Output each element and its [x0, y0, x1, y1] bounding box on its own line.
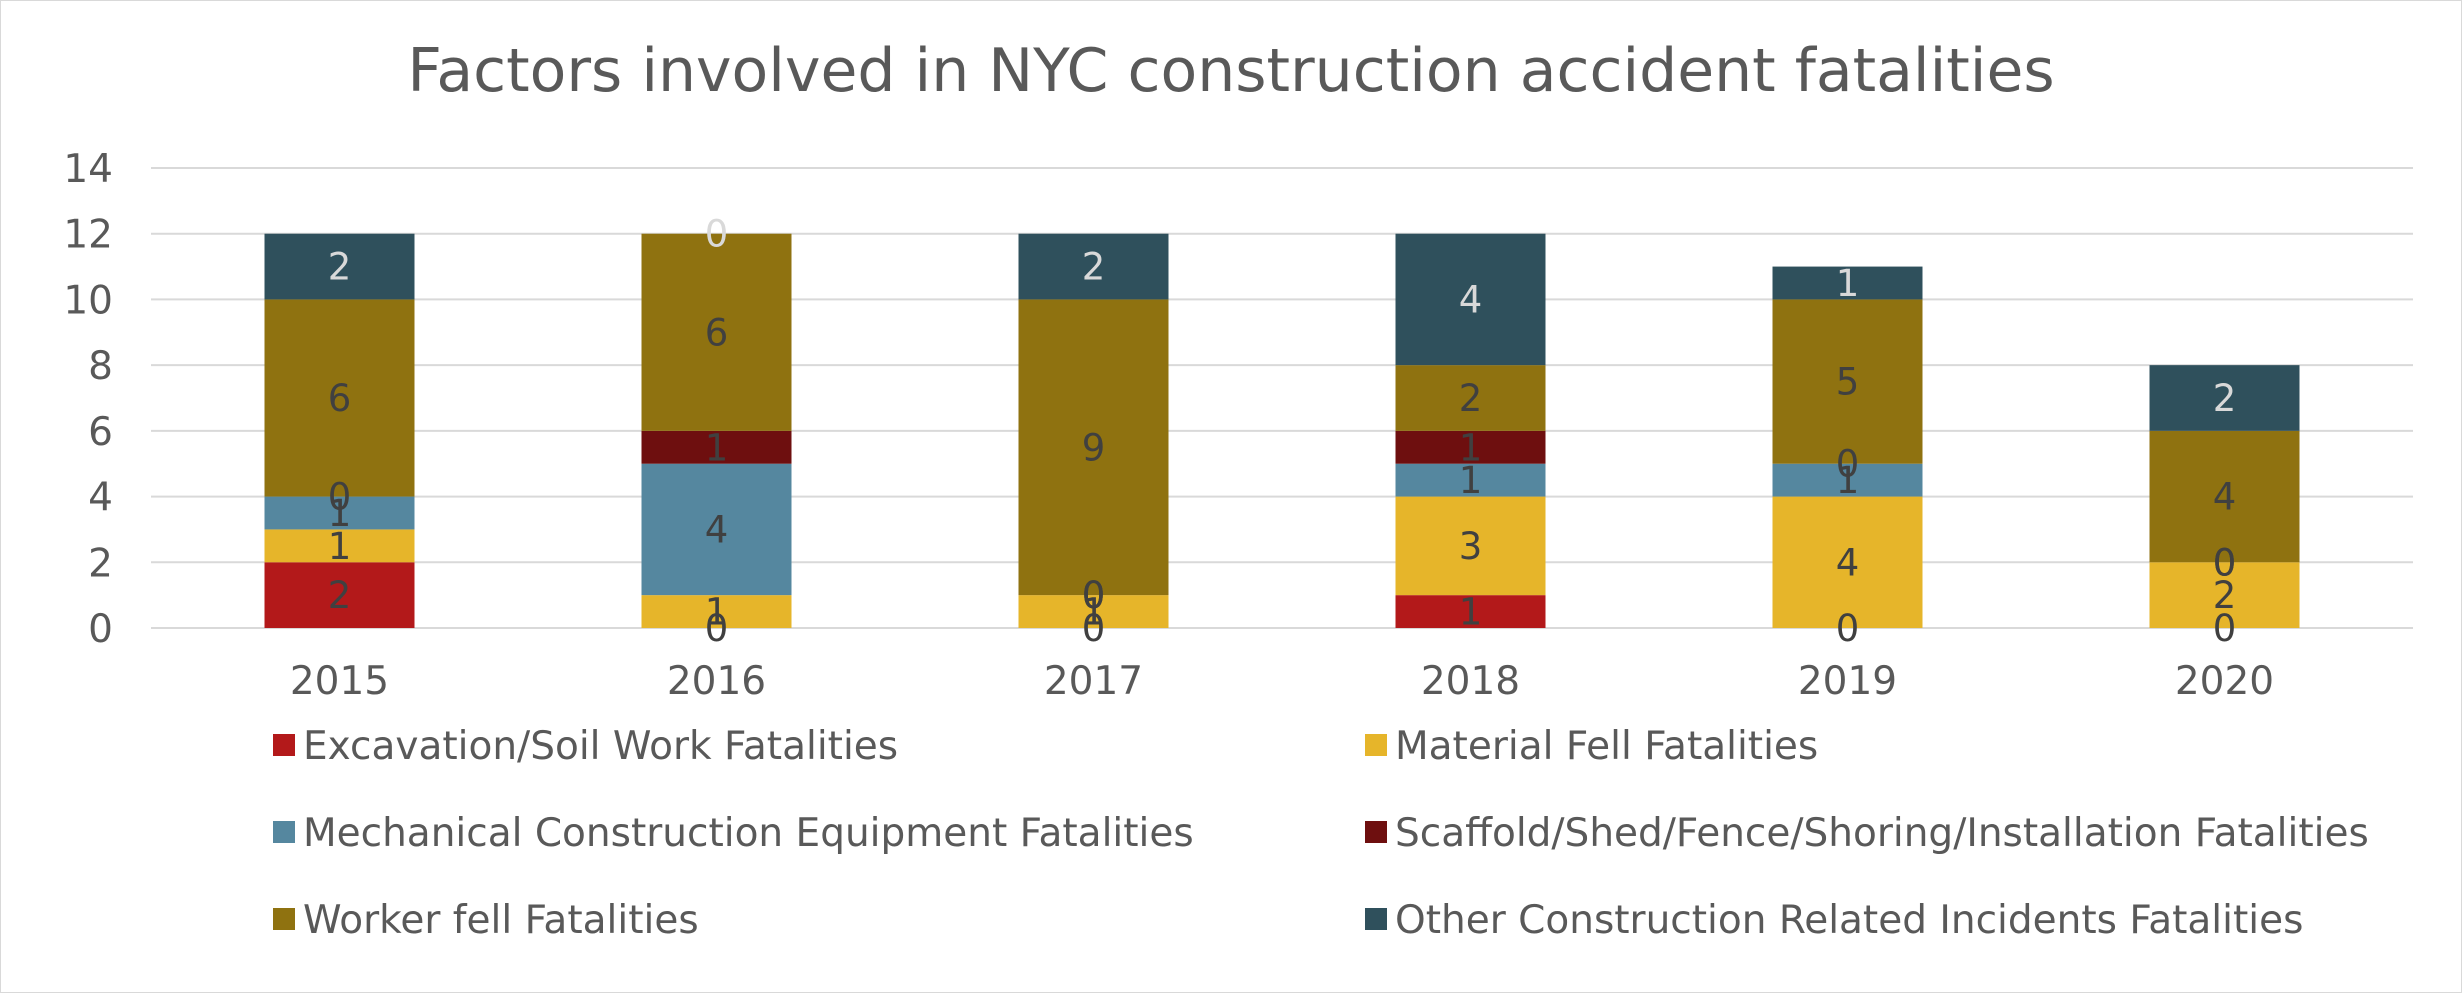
data-label: 3 — [1459, 525, 1483, 568]
data-label: 0 — [328, 476, 352, 519]
legend-swatch — [1365, 734, 1387, 756]
legend-swatch — [273, 734, 295, 756]
bar-segment — [2149, 430, 2300, 563]
data-label: 2 — [1082, 246, 1106, 289]
data-label: 1 — [1459, 459, 1483, 502]
bar-segment — [1772, 299, 1923, 464]
y-tick-label: 0 — [88, 607, 113, 652]
x-tick-label: 2017 — [1044, 659, 1143, 704]
y-tick-label: 2 — [88, 541, 113, 586]
y-tick-label: 8 — [88, 344, 113, 389]
y-tick-label: 6 — [88, 410, 113, 455]
data-label: 1 — [1836, 459, 1860, 502]
bar-segment — [2149, 562, 2300, 628]
data-label: 6 — [328, 377, 352, 420]
data-label: 1 — [1459, 426, 1483, 469]
data-label: 0 — [705, 213, 729, 256]
legend: Excavation/Soil Work Fatalities Material … — [273, 724, 2369, 943]
bar-segment — [1772, 463, 1923, 497]
bar-segment — [1395, 496, 1546, 596]
data-label: 1 — [1082, 591, 1106, 634]
legend-label: Material Fell Fatalities — [1395, 724, 1818, 769]
x-tick-label: 2018 — [1421, 659, 1520, 704]
y-axis-ticks: 0 2 4 6 8 10 12 14 — [63, 147, 113, 652]
bar-segment — [1772, 496, 1923, 628]
x-tick-label: 2016 — [667, 659, 766, 704]
x-tick-label: 2015 — [290, 659, 389, 704]
data-label: 4 — [2213, 476, 2237, 519]
legend-swatch — [273, 908, 295, 930]
bar-segment — [641, 430, 792, 464]
data-label: 4 — [1459, 278, 1483, 321]
legend-label: Scaffold/Shed/Fence/Shoring/Installation… — [1395, 811, 2369, 856]
bar-segment — [641, 595, 792, 628]
data-label: 1 — [705, 591, 729, 634]
data-label: 0 — [2213, 541, 2237, 584]
legend-label: Excavation/Soil Work Fatalities — [303, 724, 898, 769]
data-label: 1 — [1459, 591, 1483, 634]
bar-segment — [1018, 595, 1169, 628]
data-label: 2 — [1459, 377, 1483, 420]
data-label: 9 — [1082, 426, 1106, 469]
data-label: 1 — [1836, 262, 1860, 305]
bar-segment — [641, 463, 792, 596]
legend-swatch — [1365, 821, 1387, 843]
y-tick-label: 14 — [63, 147, 113, 192]
data-label: 1 — [328, 525, 352, 568]
bar-segment — [1395, 430, 1546, 464]
data-label: 0 — [1082, 574, 1106, 617]
bar-segment — [1395, 233, 1546, 366]
data-label: 6 — [705, 311, 729, 354]
data-label: 0 — [1082, 574, 1106, 617]
bar-segment — [2149, 365, 2300, 431]
data-label: 2 — [2213, 574, 2237, 617]
bar-segment — [1395, 365, 1546, 431]
y-tick-label: 10 — [63, 278, 113, 323]
legend-label: Other Construction Related Incidents Fat… — [1395, 898, 2303, 943]
bars — [264, 233, 2300, 628]
data-label: 0 — [705, 607, 729, 650]
bar-segment — [264, 529, 415, 563]
y-tick-label: 4 — [88, 476, 113, 521]
chart-title: Factors involved in NYC construction acc… — [407, 36, 2054, 106]
legend-label: Worker fell Fatalities — [303, 898, 699, 943]
gridlines — [151, 167, 2413, 629]
bar-segment — [1018, 233, 1169, 300]
data-label: 0 — [1082, 607, 1106, 650]
bar-segment — [264, 299, 415, 497]
bar-segment — [1395, 595, 1546, 628]
data-label: 5 — [1836, 361, 1860, 404]
data-label: 0 — [2213, 607, 2237, 650]
legend-swatch — [1365, 908, 1387, 930]
data-label: 0 — [1836, 443, 1860, 486]
data-label: 2 — [2213, 377, 2237, 420]
x-axis-ticks: 2015 2016 2017 2018 2019 2020 — [290, 659, 2274, 704]
legend-swatch — [273, 821, 295, 843]
data-label: 2 — [328, 574, 352, 617]
data-label: 1 — [705, 426, 729, 469]
bar-segment — [264, 233, 415, 300]
legend-label: Mechanical Construction Equipment Fatali… — [303, 811, 1194, 856]
bar-segment — [264, 562, 415, 628]
x-tick-label: 2019 — [1798, 659, 1897, 704]
bar-segment — [1395, 463, 1546, 497]
data-label: 4 — [705, 508, 729, 551]
data-label: 4 — [1836, 541, 1860, 584]
x-tick-label: 2020 — [2175, 659, 2274, 704]
data-label: 0 — [1836, 607, 1860, 650]
bar-segment — [1772, 266, 1923, 300]
bar-segment — [264, 496, 415, 530]
bar-segment — [641, 233, 792, 431]
data-label: 2 — [328, 246, 352, 289]
bar-segment — [1018, 299, 1169, 596]
data-label: 1 — [328, 492, 352, 535]
data-label: 0 — [2213, 541, 2237, 584]
y-tick-label: 12 — [63, 213, 113, 258]
